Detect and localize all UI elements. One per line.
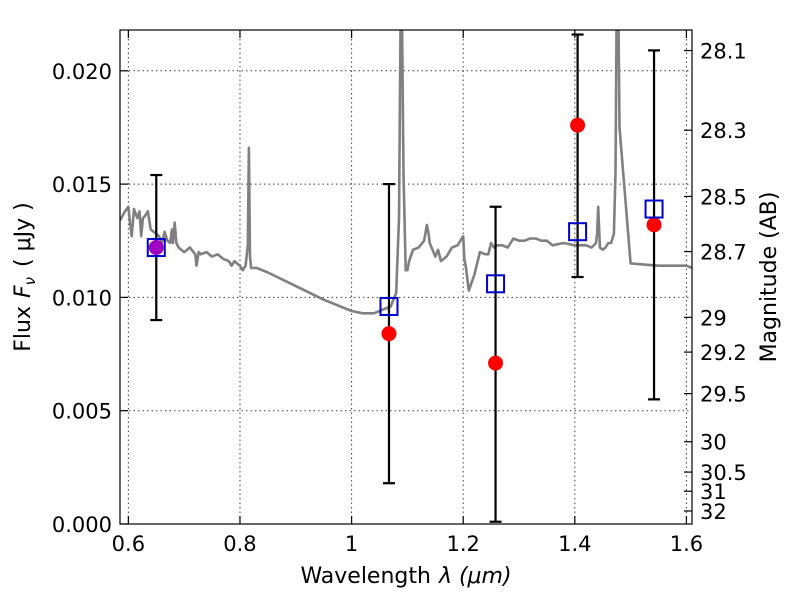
magnitude-tick-label: 30.5 [700, 461, 747, 485]
axis-ticks [120, 30, 692, 525]
magnitude-axis-label: Magnitude (AB) [757, 192, 782, 363]
x-axis-label: Wavelength λ (μm) [300, 564, 511, 589]
observed-point [488, 355, 504, 371]
model-point [644, 199, 664, 219]
y-tick-label: 0.005 [52, 400, 112, 424]
model-point [146, 238, 166, 258]
y-tick-label: 0.000 [52, 513, 112, 537]
model-point [568, 222, 588, 242]
x-tick-label: 1.6 [670, 532, 703, 556]
model-point [486, 274, 506, 294]
model-spectrum-line [120, 30, 692, 315]
model-points [146, 199, 664, 316]
magnitude-tick-label: 28.1 [700, 40, 747, 64]
magnitude-tick-label: 29.2 [700, 341, 747, 365]
y-axis-label: FluxFν( μJy ) [11, 202, 39, 351]
observed-point [570, 117, 586, 133]
observed-points [148, 117, 662, 371]
x-tick-label: 1 [345, 532, 358, 556]
magnitude-tick-label: 28.5 [700, 185, 747, 209]
x-tick-label: 1.2 [446, 532, 479, 556]
model-point [379, 296, 399, 316]
magnitude-tick-label: 28.3 [700, 119, 747, 143]
tick-labels: 0.6 0.8 1 1.2 1.4 1.6 0.000 0.005 0.010 0.015 0.02… [52, 40, 747, 556]
x-tick-label: 0.8 [223, 532, 256, 556]
magnitude-tick-label: 29 [700, 306, 727, 330]
y-tick-label: 0.015 [52, 173, 112, 197]
magnitude-tick-label: 29.5 [700, 383, 747, 407]
y-tick-label: 0.020 [52, 60, 112, 84]
observed-point [148, 240, 164, 256]
magnitude-tick-label: 31 [700, 480, 727, 504]
plot-frame [119, 29, 693, 525]
y-tick-label: 0.010 [52, 286, 112, 310]
x-tick-label: 1.4 [558, 532, 591, 556]
magnitude-tick-label: 32 [700, 500, 727, 524]
magnitude-tick-label: 30 [700, 431, 727, 455]
grid-layer [120, 30, 692, 525]
x-tick-label: 0.6 [112, 532, 145, 556]
magnitude-tick-label: 28.7 [700, 241, 747, 265]
observed-point [646, 217, 662, 233]
error-bars [150, 33, 661, 523]
observed-point [381, 326, 397, 342]
